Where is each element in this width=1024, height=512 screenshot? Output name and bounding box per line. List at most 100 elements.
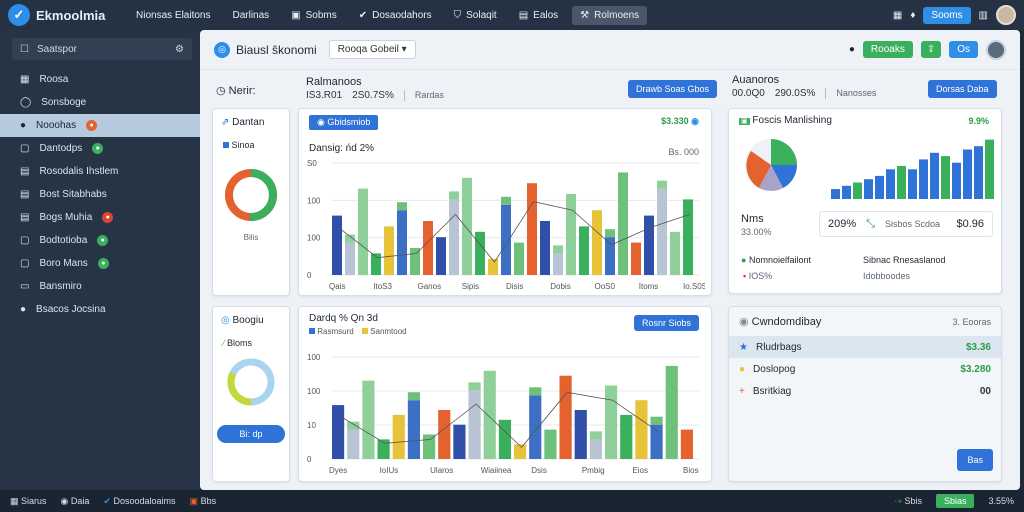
sidebar-item[interactable]: ▤ Bogs Muhia ●: [0, 206, 200, 229]
bar: [423, 221, 433, 275]
bar: [635, 400, 648, 459]
secondary-button[interactable]: Os: [949, 41, 978, 58]
chart2-button[interactable]: Rosnr Siobs: [633, 315, 699, 331]
sidebar-search[interactable]: ☐ Saatspor ⚙: [12, 38, 192, 60]
center-stats: IS3.R01 2S0.7S% Rardas: [306, 90, 444, 101]
add-button[interactable]: Sooms: [923, 6, 971, 24]
bar: [362, 380, 375, 459]
bar: [553, 253, 563, 275]
table-row[interactable]: + Bsritkiag 00: [729, 380, 1001, 402]
row-icon: ●: [739, 363, 746, 375]
status-item-3[interactable]: ✔ Dosoodaloaims: [103, 495, 176, 506]
bar: [544, 429, 557, 459]
right-stats: 00.0Q0 290.0S% Nanosses: [732, 88, 877, 99]
trend-icon: ⤡: [866, 217, 875, 230]
page-icon: ▤: [518, 9, 529, 21]
bar: [589, 439, 602, 459]
status-item-1[interactable]: ▦ Siarus: [10, 495, 47, 506]
chart1-right-label: Bs. 000: [668, 147, 699, 157]
bar: [963, 149, 972, 199]
top-nav: Nionsas Elaitons Darlinas ▣ Sobms ✔ Dosaod…: [128, 5, 648, 25]
topnav-item-1[interactable]: Nionsas Elaitons: [136, 9, 211, 21]
avatar[interactable]: [996, 5, 1016, 25]
topnav-item-2[interactable]: Darlinas: [232, 9, 270, 21]
bar-stack: [553, 245, 563, 254]
right-action-button[interactable]: Dorsas Daba: [928, 80, 997, 98]
sidebar-item[interactable]: ▤ Rosodalis Ihstlem: [0, 160, 200, 183]
main-panel: ◎ Biausl ŝkonomi Rooqa Gobeil ▾ ● Rooaks…: [200, 30, 1020, 490]
bar-chart-3: [831, 139, 994, 199]
status-item-4[interactable]: ▣ Bbs: [189, 495, 217, 506]
row-value: 00: [979, 385, 991, 397]
app-logo[interactable]: ✓ Ekmoolmia: [0, 4, 128, 26]
y-tick-label: 0: [307, 455, 312, 464]
clipboard-icon[interactable]: ▦: [892, 9, 903, 21]
sidebar-item[interactable]: ▢ Boro Mans ●: [0, 252, 200, 275]
table-row[interactable]: ● Doslopog $3.280: [729, 358, 1001, 380]
sidebar-item[interactable]: ▢ Dantodps ●: [0, 137, 200, 160]
sidebar-item[interactable]: ▭ Bansmiro: [0, 275, 200, 298]
topnav-item-5[interactable]: ⛉ Solaqit: [453, 9, 497, 21]
bar-stack: [589, 431, 602, 440]
sidebar-item[interactable]: ● Bsacos Jocsina: [0, 298, 200, 321]
bar-stack: [449, 191, 459, 200]
sidebar-item[interactable]: ◯ Sonsboge: [0, 91, 200, 114]
sidebar-item[interactable]: ▢ Bodtotioba ●: [0, 229, 200, 252]
bar-stack: [407, 392, 420, 401]
bar: [605, 385, 618, 459]
bell-icon[interactable]: ♦: [910, 9, 916, 21]
status-right-2[interactable]: Sbias: [935, 494, 975, 508]
bar: [842, 185, 851, 199]
filter-dropdown[interactable]: Rooqa Gobeil ▾: [328, 40, 416, 59]
bar: [475, 231, 485, 275]
tbl-button[interactable]: Bas: [957, 449, 993, 471]
x-tick-label: Pmbig: [582, 466, 605, 475]
rc-mid-label: Nms: [741, 213, 764, 225]
center-action-button[interactable]: Drawb Soas Gbos: [628, 80, 718, 98]
grid-icon[interactable]: ▥: [978, 9, 988, 21]
left-card-foot: Bilis: [243, 233, 259, 242]
bar: [436, 237, 446, 275]
sidebar-item[interactable]: ● Nooohas ●: [0, 114, 200, 137]
bar: [618, 172, 628, 275]
left-card2-button[interactable]: Bi: dp: [217, 425, 285, 443]
avatar: ●: [20, 304, 27, 315]
rc-title: ▣ Foscis Manlishing: [739, 115, 832, 126]
topnav-item-6[interactable]: ▤ Ealos: [518, 9, 559, 21]
status-badge: ●: [102, 212, 114, 223]
table-row[interactable]: ★ Rludrbags $3.36: [729, 336, 1001, 358]
pin-icon[interactable]: ●: [848, 44, 855, 55]
sidebar-item[interactable]: ▤ Bost Sitabhabs: [0, 183, 200, 206]
legend-swatch: [309, 328, 315, 334]
left-card2-title: ◎ Boogiu: [221, 315, 264, 326]
status-badge: ●: [86, 120, 98, 131]
topnav-item-3[interactable]: ▣ Sobms: [291, 9, 337, 21]
chart1-tab[interactable]: ◉ Gbidsmiob: [309, 115, 379, 130]
bar: [345, 242, 355, 275]
table-icon: ▤: [20, 166, 30, 177]
status-item-2[interactable]: ◉ Daia: [60, 495, 90, 506]
bar-stack: [345, 234, 355, 243]
chart2-title: Dardq % Qn 3d: [309, 313, 378, 324]
bar-stack: [397, 202, 407, 211]
primary-action-button[interactable]: Rooaks: [862, 41, 913, 58]
bar: [650, 424, 663, 459]
user-avatar[interactable]: [986, 39, 1006, 60]
sidebar-item-label: Bodtotioba: [39, 235, 88, 246]
table-icon: ▤: [20, 189, 30, 200]
row-label: Bsritkiag: [752, 385, 792, 397]
topnav-item-7[interactable]: ⚒ Rolmoens: [572, 5, 648, 25]
bar: [392, 414, 405, 459]
topnav-item-4[interactable]: ✔ Dosaodahors: [358, 9, 432, 21]
bar-stack: [650, 416, 663, 425]
page-title: ◎ Biausl ŝkonomi: [214, 41, 317, 58]
tbl-rows: ★ Rludrbags $3.36 ● Doslopog $3.280 + Bsritkiag…: [729, 336, 1001, 402]
donut2-seg-b: [227, 358, 275, 406]
share-button[interactable]: ⇪: [920, 41, 942, 58]
shield-icon: ⛉: [453, 9, 462, 21]
left-card: ⇗ Dantan Sinoa Bilis: [212, 108, 290, 296]
row-value: $3.36: [965, 341, 991, 353]
sidebar-item[interactable]: ▦ Roosa: [0, 68, 200, 91]
bar: [410, 248, 420, 275]
bar: [462, 177, 472, 275]
